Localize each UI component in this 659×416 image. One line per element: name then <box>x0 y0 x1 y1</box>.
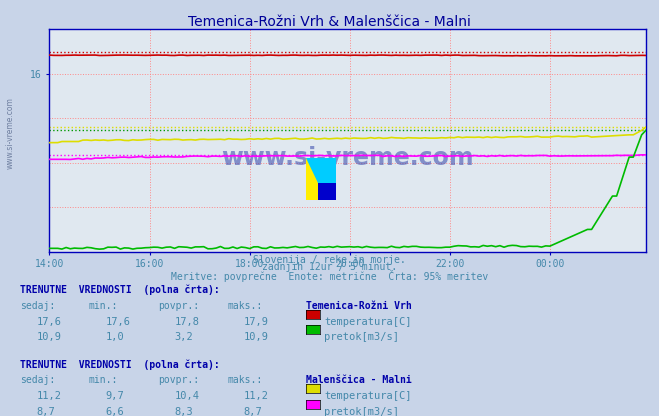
Text: temperatura[C]: temperatura[C] <box>324 317 412 327</box>
Text: sedaj:: sedaj: <box>20 375 55 385</box>
Text: pretok[m3/s]: pretok[m3/s] <box>324 332 399 342</box>
Text: Temenica-Rožni Vrh: Temenica-Rožni Vrh <box>306 301 412 311</box>
Text: maks.:: maks.: <box>227 301 262 311</box>
Text: www.si-vreme.com: www.si-vreme.com <box>221 146 474 170</box>
Text: TRENUTNE  VREDNOSTI  (polna črta):: TRENUTNE VREDNOSTI (polna črta): <box>20 285 219 295</box>
Text: Meritve: povprečne  Enote: metrične  Črta: 95% meritev: Meritve: povprečne Enote: metrične Črta:… <box>171 270 488 282</box>
Text: 8,7: 8,7 <box>36 407 55 416</box>
Text: pretok[m3/s]: pretok[m3/s] <box>324 407 399 416</box>
Text: 11,2: 11,2 <box>36 391 61 401</box>
Text: 9,7: 9,7 <box>105 391 124 401</box>
Text: povpr.:: povpr.: <box>158 375 199 385</box>
Text: 17,6: 17,6 <box>105 317 130 327</box>
Text: temperatura[C]: temperatura[C] <box>324 391 412 401</box>
Text: Malenščica - Malni: Malenščica - Malni <box>306 375 412 385</box>
Text: zadnjih 12ur / 5 minut.: zadnjih 12ur / 5 minut. <box>262 262 397 272</box>
Text: 17,6: 17,6 <box>36 317 61 327</box>
Text: 10,9: 10,9 <box>244 332 269 342</box>
Text: 11,2: 11,2 <box>244 391 269 401</box>
Polygon shape <box>306 158 336 183</box>
Text: 3,2: 3,2 <box>175 332 193 342</box>
Text: 17,9: 17,9 <box>244 317 269 327</box>
Text: maks.:: maks.: <box>227 375 262 385</box>
Text: 1,0: 1,0 <box>105 332 124 342</box>
Polygon shape <box>318 183 336 200</box>
Text: min.:: min.: <box>89 301 119 311</box>
Text: www.si-vreme.com: www.si-vreme.com <box>5 97 14 169</box>
Text: 17,8: 17,8 <box>175 317 200 327</box>
Text: 10,9: 10,9 <box>36 332 61 342</box>
Text: 8,3: 8,3 <box>175 407 193 416</box>
Text: 6,6: 6,6 <box>105 407 124 416</box>
Text: 8,7: 8,7 <box>244 407 262 416</box>
Text: Temenica-Rožni Vrh & Malenščica - Malni: Temenica-Rožni Vrh & Malenščica - Malni <box>188 15 471 29</box>
Text: Slovenija / reke in morje.: Slovenija / reke in morje. <box>253 255 406 265</box>
Text: povpr.:: povpr.: <box>158 301 199 311</box>
Text: TRENUTNE  VREDNOSTI  (polna črta):: TRENUTNE VREDNOSTI (polna črta): <box>20 359 219 370</box>
Text: 10,4: 10,4 <box>175 391 200 401</box>
Text: sedaj:: sedaj: <box>20 301 55 311</box>
Text: min.:: min.: <box>89 375 119 385</box>
